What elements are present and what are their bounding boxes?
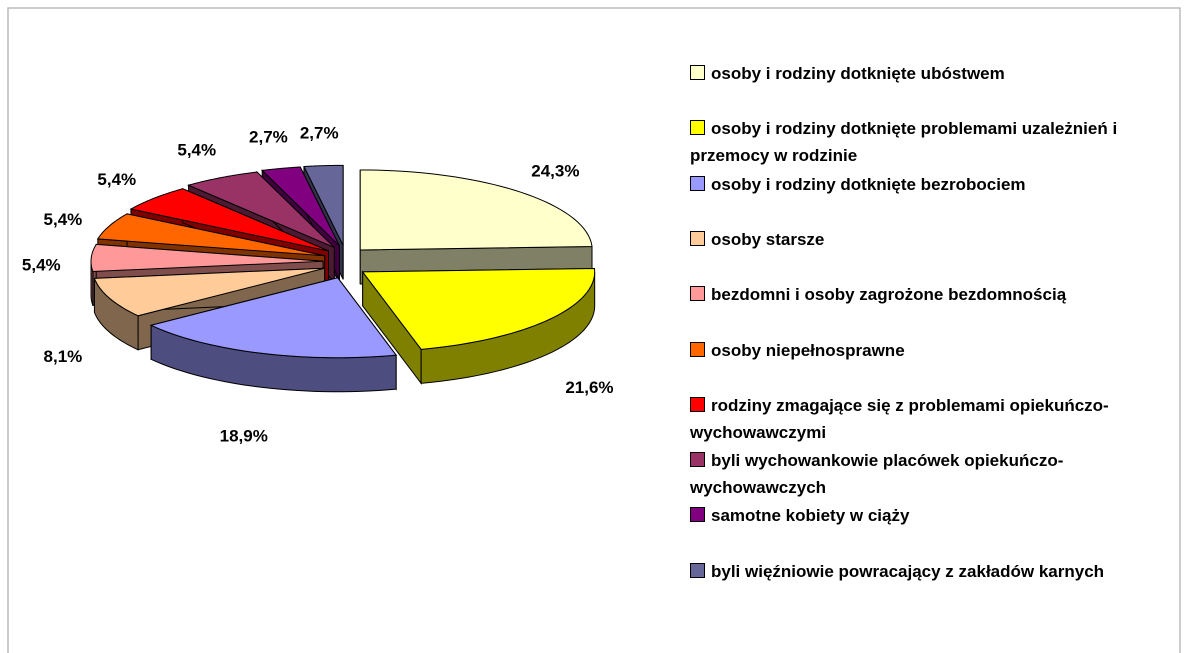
legend-item: osoby niepełnosprawne — [690, 337, 1130, 364]
legend-label: osoby starsze — [711, 229, 825, 249]
legend-item: byli więźniowie powracający z zakładów k… — [690, 558, 1130, 585]
legend-label: osoby i rodziny dotknięte bezrobociem — [711, 174, 1026, 194]
legend-item: rodziny zmagające się z problemami opiek… — [690, 392, 1130, 446]
legend-swatch — [690, 562, 705, 578]
legend-label: osoby niepełnosprawne — [711, 340, 905, 360]
legend-swatch — [690, 507, 705, 523]
data-label: 2,7% — [249, 127, 288, 146]
legend-item: osoby starsze — [690, 226, 1130, 253]
legend-item: osoby i rodziny dotknięte ubóstwem — [690, 60, 1130, 87]
data-label: 5,4% — [44, 210, 83, 229]
data-label: 21,6% — [565, 378, 613, 397]
data-label: 5,4% — [22, 256, 61, 275]
legend-swatch — [690, 286, 705, 302]
slice-top — [149, 277, 398, 359]
legend-swatch — [690, 120, 705, 136]
legend-label: bezdomni i osoby zagrożone bezdomnością — [711, 285, 1067, 305]
legend-label: samotne kobiety w ciąży — [711, 506, 910, 526]
legend-label: byli więźniowie powracający z zakładów k… — [711, 561, 1105, 581]
slice — [359, 169, 593, 285]
legend-label: byli wychowankowie placówek opiekuńczo-w… — [690, 451, 1064, 498]
slice-top — [359, 169, 593, 251]
slice-top — [90, 243, 324, 272]
data-label: 18,9% — [220, 426, 268, 445]
data-label: 24,3% — [531, 161, 579, 180]
legend-item: byli wychowankowie placówek opiekuńczo-w… — [690, 447, 1130, 501]
slice-top — [93, 267, 325, 317]
slice — [149, 276, 398, 393]
legend-label: osoby i rodziny dotknięte problemami uza… — [690, 119, 1118, 166]
data-label: 5,4% — [177, 140, 216, 159]
slice-top — [187, 171, 335, 248]
legend-swatch — [690, 65, 705, 80]
legend-label: osoby i rodziny dotknięte ubóstwem — [711, 64, 1005, 83]
data-label: 8,1% — [44, 347, 83, 366]
legend-item: samotne kobiety w ciąży — [690, 502, 1130, 529]
legend-item: osoby i rodziny dotknięte bezrobociem — [690, 171, 1130, 198]
slice-top — [129, 188, 329, 252]
legend-item: osoby i rodziny dotknięte problemami uza… — [690, 115, 1130, 169]
legend-item: bezdomni i osoby zagrożone bezdomnością — [690, 281, 1130, 308]
data-label: 5,4% — [97, 170, 136, 189]
data-label: 2,7% — [300, 123, 339, 142]
slice-top — [303, 164, 344, 246]
slice-top — [261, 166, 340, 247]
legend-swatch — [690, 230, 705, 246]
legend-label: rodziny zmagające się z problemami opiek… — [690, 395, 1109, 442]
legend-swatch — [690, 452, 705, 468]
slice-top — [361, 268, 596, 350]
legend-swatch — [690, 341, 705, 357]
slice — [361, 268, 596, 385]
legend-swatch — [690, 175, 705, 191]
slice-top — [96, 213, 325, 257]
chart-frame — [7, 7, 1181, 653]
legend-swatch — [690, 396, 705, 412]
